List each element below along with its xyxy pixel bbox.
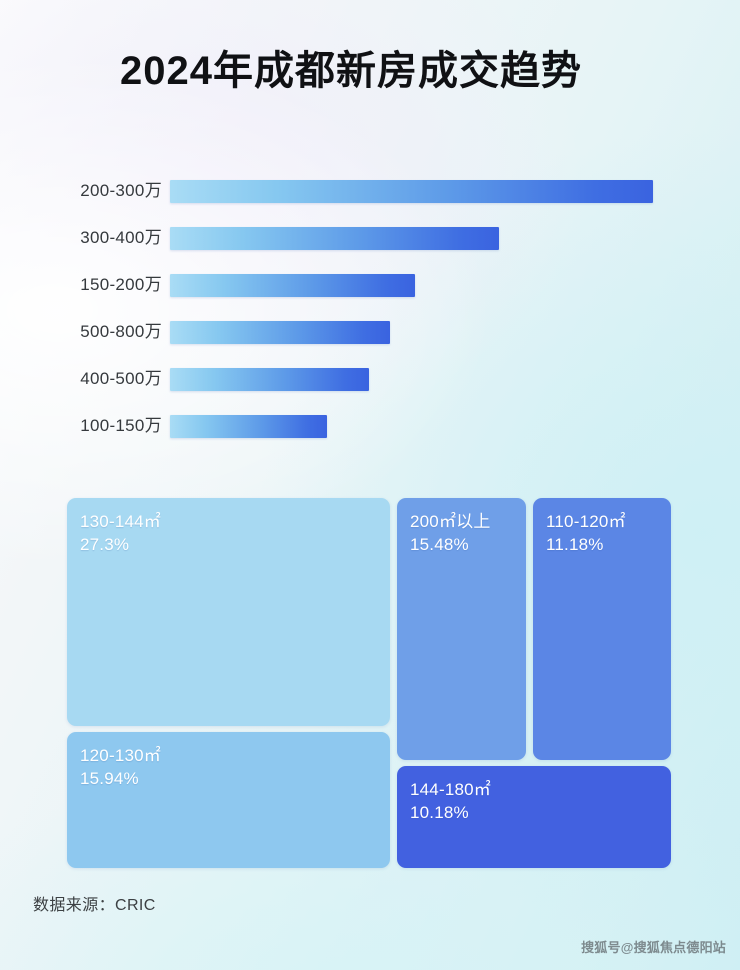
bar-track [170,274,415,297]
bar-category-label: 300-400万 [80,228,162,247]
bar-fill [170,227,499,250]
treemap-tile-value: 27.3% [80,535,130,554]
treemap-tile: 130-144㎡ 27.3% [67,498,390,726]
area-range-treemap: 130-144㎡ 27.3% 120-130㎡ 15.94% 200㎡以上 15.48% 1… [67,498,671,868]
page-title: 2024年成都新房成交趋势 [120,49,582,93]
bar-row: 300-400万 [0,225,740,255]
bar-row: 150-200万 [0,272,740,302]
treemap-tile: 110-120㎡ 11.18% [533,498,671,760]
bar-track [170,415,327,438]
bar-category-label: 150-200万 [80,275,162,294]
treemap-tile-value: 11.18% [546,535,604,554]
bar-fill [170,415,327,438]
treemap-tile-value: 15.94% [80,769,139,788]
treemap-tile-value: 10.18% [410,803,469,822]
treemap-tile-name: 144-180㎡ [410,780,491,799]
bar-track [170,368,369,391]
data-source-label: 数据来源：CRIC [33,897,156,914]
treemap-tile: 144-180㎡ 10.18% [397,766,671,868]
bar-track [170,227,499,250]
bar-category-label: 500-800万 [80,322,162,341]
bar-row: 100-150万 [0,413,740,443]
treemap-tile: 120-130㎡ 15.94% [67,732,390,868]
bar-track [170,180,653,203]
bar-track [170,321,390,344]
bar-category-label: 200-300万 [80,181,162,200]
bar-category-label: 100-150万 [80,416,162,435]
bar-row: 400-500万 [0,366,740,396]
treemap-tile-name: 110-120㎡ [546,512,626,531]
treemap-tile-name: 200㎡以上 [410,512,491,531]
bar-row: 500-800万 [0,319,740,349]
bar-row: 200-300万 [0,178,740,208]
treemap-tile-value: 15.48% [410,535,469,554]
treemap-tile-name: 130-144㎡ [80,512,161,531]
bar-category-label: 400-500万 [80,369,162,388]
bar-fill [170,321,390,344]
bar-fill [170,274,415,297]
bar-fill [170,180,653,203]
bar-fill [170,368,369,391]
price-range-bar-chart: 200-300万 300-400万 150-200万 500-800万 400-500万… [0,178,740,448]
treemap-tile: 200㎡以上 15.48% [397,498,526,760]
watermark-label: 搜狐号@搜狐焦点德阳站 [581,940,726,955]
treemap-tile-name: 120-130㎡ [80,746,161,765]
